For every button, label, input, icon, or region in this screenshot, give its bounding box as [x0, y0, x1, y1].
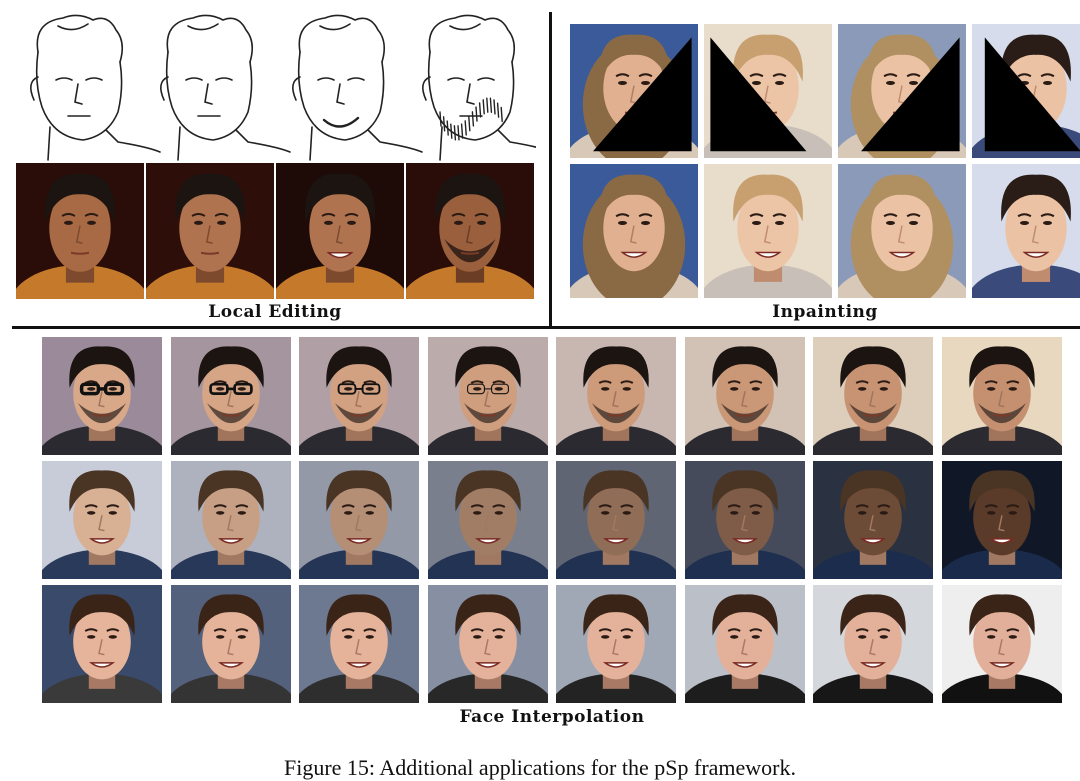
interp-face-r1-c2: [171, 337, 291, 455]
interp-face-r3-c2: [171, 585, 291, 703]
vertical-divider: [549, 12, 552, 328]
inpainted-face-1: [570, 164, 698, 298]
inpainting-grid: [570, 24, 1080, 298]
interp-face-r3-c7: [813, 585, 933, 703]
face-interpolation-label: Face Interpolation: [459, 707, 645, 727]
interp-face-r2-c8: [942, 461, 1062, 579]
horizontal-divider: [12, 326, 1080, 329]
inpainting-mask-1: [593, 37, 692, 152]
interp-face-r2-c6: [685, 461, 805, 579]
masked-face-1: [570, 24, 698, 158]
interp-face-r3-c5: [556, 585, 676, 703]
masked-face-4: [972, 24, 1080, 158]
inpainting-mask-4: [984, 37, 1080, 152]
interp-face-r1-c1: [42, 337, 162, 455]
inpainting-label: Inpainting: [772, 302, 878, 322]
interp-face-r1-c8: [942, 337, 1062, 455]
inpainting-mask-2: [710, 37, 807, 152]
edited-face-1: [16, 163, 144, 299]
interp-face-r2-c3: [299, 461, 419, 579]
edited-face-4: [406, 163, 534, 299]
masked-face-2: [704, 24, 832, 158]
interp-face-r2-c1: [42, 461, 162, 579]
interp-face-r2-c4: [428, 461, 548, 579]
interp-face-r2-c5: [556, 461, 676, 579]
interp-face-r2-c7: [813, 461, 933, 579]
edited-faces-row: [16, 163, 534, 299]
sketch-face-4: [422, 14, 536, 161]
sketch-face-2: [160, 14, 291, 161]
interp-face-r3-c3: [299, 585, 419, 703]
interp-face-r3-c6: [685, 585, 805, 703]
interp-face-r3-c1: [42, 585, 162, 703]
inpainting-mask-3: [861, 37, 960, 152]
sketch-face-1: [30, 14, 161, 161]
interp-face-r1-c4: [428, 337, 548, 455]
edited-face-2: [146, 163, 274, 299]
inpainted-face-4: [972, 164, 1080, 298]
inpainted-face-3: [838, 164, 966, 298]
interp-face-r1-c5: [556, 337, 676, 455]
figure-caption: Figure 15: Additional applications for t…: [283, 755, 796, 780]
interp-face-r3-c4: [428, 585, 548, 703]
sketch-face-3: [292, 14, 423, 161]
masked-face-3: [838, 24, 966, 158]
interp-face-r1-c6: [685, 337, 805, 455]
interp-face-r1-c3: [299, 337, 419, 455]
local-editing-label: Local Editing: [208, 302, 342, 322]
edited-face-3: [276, 163, 404, 299]
inpainted-face-2: [704, 164, 832, 298]
interpolation-grid: [42, 337, 1062, 703]
sketch-row: [30, 14, 536, 161]
interp-face-r1-c7: [813, 337, 933, 455]
interp-face-r2-c2: [171, 461, 291, 579]
interp-face-r3-c8: [942, 585, 1062, 703]
